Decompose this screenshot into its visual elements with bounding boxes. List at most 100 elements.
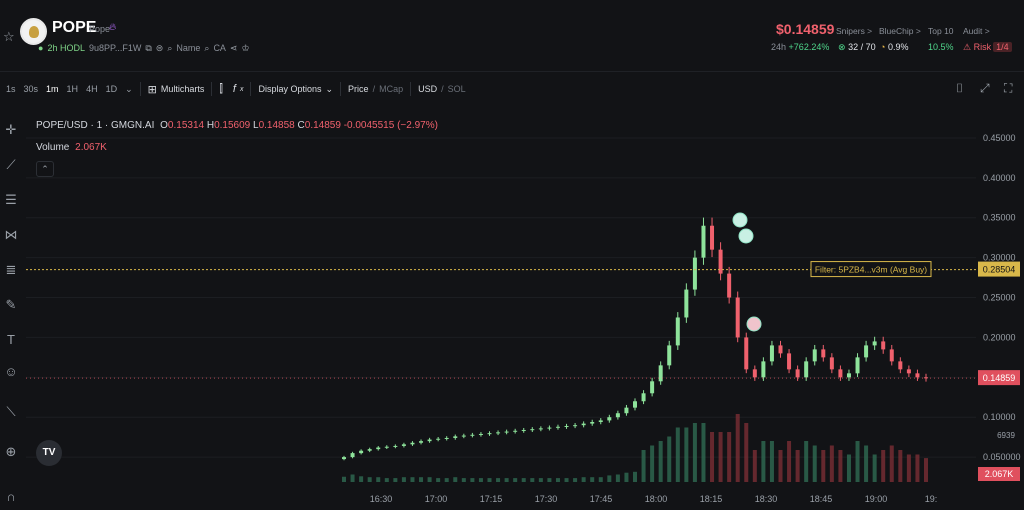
top10-value: 10.5% <box>928 42 954 52</box>
avg-buy-filter-label: Filter: 5PZB4...v3m (Avg Buy) <box>815 265 927 275</box>
magnet-icon[interactable]: ∩ <box>6 489 16 504</box>
fullscreen-icon[interactable]: ⛶ <box>1004 81 1013 95</box>
high-label: H <box>206 120 215 131</box>
volume-value: 2.067K <box>75 142 107 153</box>
price-mcap-toggle[interactable]: Price / MCap <box>348 84 403 94</box>
pattern-icon[interactable]: ⋈ <box>4 227 18 242</box>
candle-body <box>633 401 637 408</box>
candle-body <box>684 289 689 318</box>
candle-body <box>838 369 843 378</box>
candle-body <box>752 369 757 378</box>
ohlc-legend: POPE/USD · 1 · GMGN.AI O0.15314 H0.15609… <box>36 120 438 131</box>
crown-icon[interactable]: ♔ <box>241 42 250 53</box>
camera-icon[interactable]: ⌷ <box>956 81 964 95</box>
candle-body <box>564 425 569 427</box>
volume-bar <box>701 423 706 482</box>
volume-bar <box>889 445 894 482</box>
name-search-link[interactable]: Name <box>176 43 201 53</box>
emoji-icon[interactable]: ☺ <box>4 364 18 379</box>
volume-bar <box>667 436 672 482</box>
y-tick-label: 0.25000 <box>983 293 1016 303</box>
ruler-icon[interactable]: ⟍ <box>6 404 16 419</box>
trade-marker <box>732 212 748 228</box>
volume-bar <box>461 478 466 482</box>
bluechip-link[interactable]: BlueChip > <box>879 26 921 36</box>
volume-bar <box>513 478 518 482</box>
candle-body <box>641 393 646 402</box>
multicharts-button[interactable]: ⊞ Multicharts <box>148 83 205 96</box>
candle-body <box>384 446 389 448</box>
volume-bar <box>710 432 715 482</box>
volume-bar <box>607 475 612 482</box>
change-value: -0.0045515 (−2.97%) <box>343 120 438 131</box>
timeframe-1h[interactable]: 1H <box>66 84 79 94</box>
candle-body <box>496 432 501 434</box>
crosshair-icon[interactable]: ✛ <box>5 122 17 137</box>
candle-body <box>393 445 398 447</box>
volume-bar <box>761 441 766 482</box>
risk-value[interactable]: ⚠ Risk 1/4 <box>963 42 1012 53</box>
toolbar-divider <box>410 82 412 96</box>
trade-marker <box>738 228 754 244</box>
usd-sol-toggle[interactable]: USD / SOL <box>418 84 466 94</box>
volume-bar <box>419 477 424 482</box>
volume-bar <box>872 454 877 482</box>
collapse-legend-button[interactable]: ⌃ <box>36 161 54 177</box>
x-tick-label: 18:45 <box>810 494 833 504</box>
brush-icon[interactable]: ✎ <box>5 297 17 312</box>
timeframe-1s[interactable]: 1s <box>6 84 16 94</box>
tradingview-logo[interactable]: TV <box>36 440 62 466</box>
current-price: $0.14859 <box>776 21 835 37</box>
trendline-icon[interactable]: ⟋ <box>6 157 16 172</box>
text-icon[interactable]: T <box>7 332 15 347</box>
volume-bar <box>427 477 432 482</box>
copy-icon[interactable]: ⧉ <box>145 42 152 53</box>
x-tick-label: 16:30 <box>370 494 393 504</box>
candle-body <box>607 417 612 421</box>
candle-body <box>658 365 663 382</box>
search-icon[interactable]: ⌕ <box>167 42 173 53</box>
ca-search-link[interactable]: CA <box>213 43 226 53</box>
x-tick-label: 18:30 <box>755 494 778 504</box>
candle-body <box>530 429 535 431</box>
snipers-link[interactable]: Snipers > <box>836 26 873 36</box>
timeframe-1d[interactable]: 1D <box>105 84 118 94</box>
snipers-value: ⊗ 32 / 70 <box>838 42 876 53</box>
volume-bar <box>675 427 680 482</box>
chart-area[interactable]: 0.45000 0.40000 0.35000 0.30000 0.25000 0.200… <box>26 112 1024 510</box>
horizontal-lines-icon[interactable]: ☰ <box>5 192 17 207</box>
volume-bar <box>881 450 886 482</box>
display-options-label: Display Options <box>258 84 322 94</box>
candle-body <box>675 317 680 346</box>
candle-body <box>436 438 441 440</box>
volume-bar <box>444 478 449 482</box>
timeframe-4h[interactable]: 4H <box>86 84 98 94</box>
star-icon[interactable]: ☆ <box>3 29 15 44</box>
volume-bar <box>350 474 355 482</box>
candle-body <box>846 373 851 378</box>
audit-link[interactable]: Audit > <box>963 26 990 36</box>
candle-body <box>864 345 869 358</box>
close-label: C <box>297 120 305 131</box>
candle-body <box>461 435 466 437</box>
timeframe-30s[interactable]: 30s <box>23 84 39 94</box>
share-icon[interactable]: ⋖ <box>229 42 238 53</box>
zoom-icon[interactable]: ⊕ <box>5 444 17 459</box>
fib-icon[interactable]: ≣ <box>5 262 17 277</box>
price-chart[interactable]: 0.45000 0.40000 0.35000 0.30000 0.25000 0.200… <box>26 112 1024 510</box>
search-ca-icon[interactable]: ⌕ <box>204 42 210 53</box>
expand-icon[interactable]: ⤢ <box>980 81 990 95</box>
timeframe-1m[interactable]: 1m <box>46 84 59 94</box>
display-options-button[interactable]: Display Options ⌄ <box>258 84 333 95</box>
candle-type-button[interactable]: ⫿ <box>219 82 223 95</box>
token-header: ☆ POPE Pope 🔥︎ ● 2h HODL 9u8PP...F1W ⧉ ⊜… <box>0 0 1024 72</box>
candle-body <box>735 297 740 338</box>
x-tick-label: 17:45 <box>590 494 613 504</box>
candle-body <box>650 381 655 394</box>
shield-icon: ● <box>38 43 44 53</box>
timeframe-dropdown-icon[interactable]: ⌄ <box>125 83 133 94</box>
volume-bar <box>684 427 689 482</box>
coin-icon[interactable]: ⊜ <box>155 42 164 53</box>
